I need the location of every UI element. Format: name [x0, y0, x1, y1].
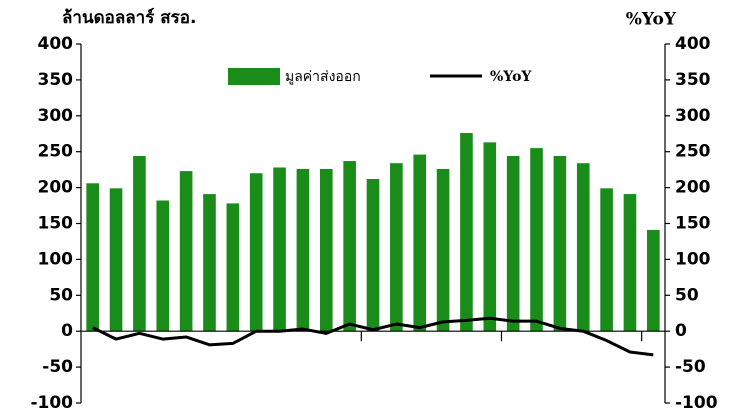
- bar: [647, 229, 660, 332]
- y-tick-label: 150: [38, 214, 74, 234]
- legend-label: %YoY: [490, 69, 532, 85]
- bar: [436, 168, 450, 332]
- bar: [109, 188, 123, 332]
- bar: [600, 188, 613, 332]
- bar: [483, 142, 497, 332]
- bar: [506, 156, 520, 332]
- bar: [179, 171, 193, 332]
- y-tick-label: -100: [30, 393, 73, 413]
- y-tick-label: 200: [38, 178, 74, 198]
- y2-tick-label: 150: [675, 214, 711, 234]
- y2-tick-label: 400: [675, 34, 711, 54]
- bar: [226, 203, 240, 332]
- y2-tick-label: -50: [675, 357, 706, 377]
- y-tick-label: -50: [42, 357, 73, 377]
- bar: [319, 168, 333, 332]
- y2-tick-label: 100: [675, 249, 711, 269]
- bar: [366, 178, 380, 332]
- bar: [203, 194, 216, 332]
- y2-tick-label: 350: [675, 70, 711, 90]
- bar: [553, 156, 567, 332]
- y-tick-label: 300: [38, 106, 74, 126]
- bar: [390, 163, 403, 332]
- y2-tick-label: -100: [675, 393, 718, 413]
- bar: [530, 148, 543, 332]
- line: [92, 316, 654, 357]
- bar: [623, 194, 637, 332]
- bar: [296, 168, 310, 332]
- bar: [576, 163, 590, 332]
- y-tick-label: 50: [49, 285, 73, 305]
- bar: [156, 200, 170, 332]
- legend-label: มูลค่าส่งออก: [285, 69, 361, 85]
- bar: [343, 161, 356, 332]
- y-tick-label: 350: [38, 70, 74, 90]
- y-axis-title: ล้านดอลลาร์ สรอ.: [62, 7, 196, 28]
- y2-tick-label: 0: [675, 321, 687, 341]
- y-tick-label: 0: [61, 321, 73, 341]
- bar: [86, 183, 99, 332]
- y2-axis-title: %YoY: [626, 10, 677, 30]
- bar: [413, 154, 427, 332]
- bar: [133, 156, 146, 332]
- y2-tick-label: 250: [675, 142, 711, 162]
- legend-swatch-bar: [228, 68, 280, 85]
- bar: [273, 167, 286, 332]
- y-tick-label: 250: [38, 142, 74, 162]
- y-tick-label: 100: [38, 249, 74, 269]
- y2-tick-label: 50: [675, 285, 699, 305]
- y2-tick-label: 300: [675, 106, 711, 126]
- bar: [249, 173, 263, 332]
- y2-tick-label: 200: [675, 178, 711, 198]
- y-tick-label: 400: [38, 34, 74, 54]
- bar: [460, 133, 473, 332]
